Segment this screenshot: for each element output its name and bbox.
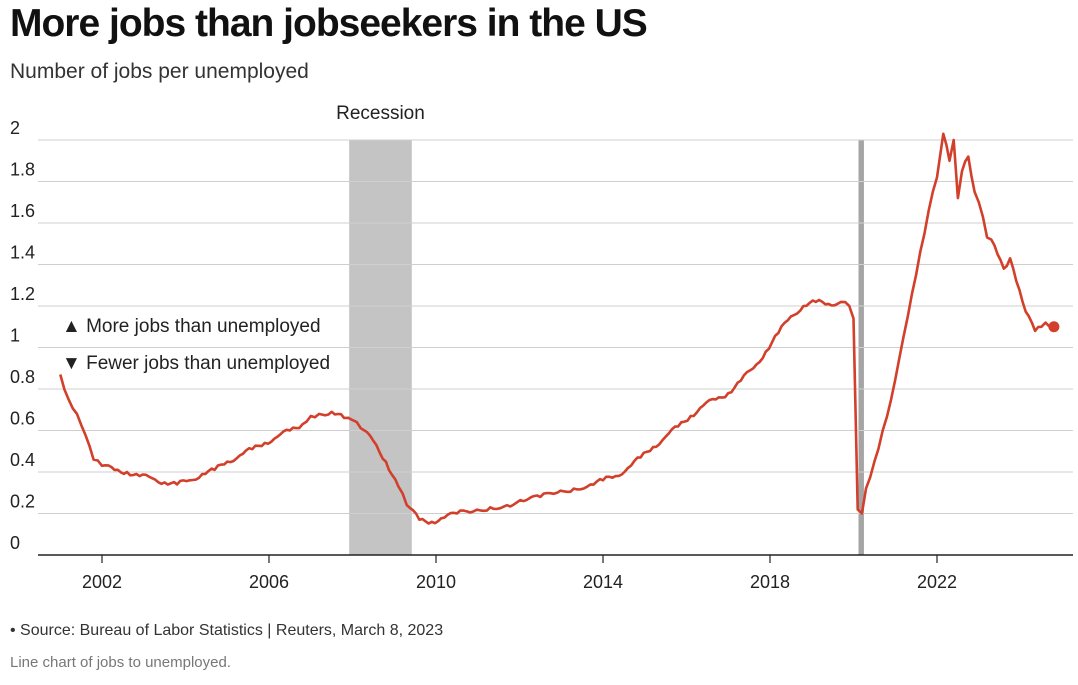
y-tick-label: 1.2 xyxy=(10,284,35,304)
series-end-point xyxy=(1048,321,1060,333)
x-tick-label: 2006 xyxy=(249,572,289,592)
y-tick-label: 1.4 xyxy=(10,243,35,263)
chart-subtitle: Number of jobs per unemployed xyxy=(10,60,309,83)
legend-more-jobs: ▲ More jobs than unemployed xyxy=(62,316,321,337)
series-line-jobs-per-unemployed xyxy=(59,132,1054,525)
y-tick-label: 1 xyxy=(10,326,20,346)
source-note: • Source: Bureau of Labor Statistics | R… xyxy=(10,622,444,639)
y-tick-label: 1.8 xyxy=(10,160,35,180)
x-tick-label: 2022 xyxy=(917,572,957,592)
x-tick-label: 2002 xyxy=(82,572,122,592)
x-tick-label: 2018 xyxy=(750,572,790,592)
legend-fewer-jobs: ▼ Fewer jobs than unemployed xyxy=(62,353,330,374)
y-tick-label: 0.2 xyxy=(10,492,35,512)
y-tick-label: 0.4 xyxy=(10,450,35,470)
x-tick-label: 2010 xyxy=(416,572,456,592)
y-tick-label: 0 xyxy=(10,533,20,553)
y-tick-label: 1.6 xyxy=(10,201,35,221)
y-tick-label: 2 xyxy=(10,118,20,138)
y-tick-label: 0.6 xyxy=(10,409,35,429)
x-tick-label: 2014 xyxy=(583,572,623,592)
y-tick-label: 0.8 xyxy=(10,367,35,387)
chart-caption: Line chart of jobs to unemployed. xyxy=(10,654,231,671)
recession-label: Recession xyxy=(336,103,425,124)
chart-title: More jobs than jobseekers in the US xyxy=(10,2,648,45)
